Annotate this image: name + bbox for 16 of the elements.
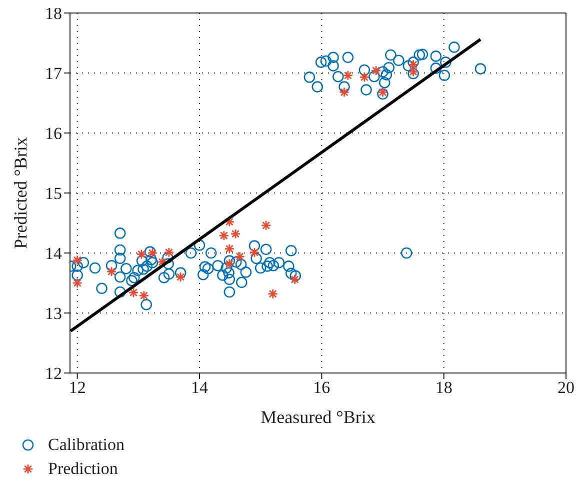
y-tick-label: 17: [45, 64, 62, 84]
y-axis-title: Predicted °Brix: [10, 137, 30, 249]
y-tick-label: 12: [45, 364, 62, 384]
legend-label: Calibration: [48, 435, 124, 455]
x-tick-label: 14: [191, 378, 208, 398]
y-tick-label: 16: [45, 124, 62, 144]
y-tick-label: 13: [45, 304, 62, 324]
x-tick-label: 16: [313, 378, 330, 398]
x-tick-label: 12: [68, 378, 86, 398]
legend-label: Prediction: [48, 459, 118, 479]
x-tick-label: 20: [558, 378, 574, 398]
y-tick-label: 15: [45, 184, 62, 204]
y-tick-label: 14: [45, 244, 62, 264]
x-axis-title: Measured °Brix: [260, 407, 376, 427]
x-tick-label: 18: [435, 378, 452, 398]
y-tick-label: 18: [45, 4, 62, 24]
